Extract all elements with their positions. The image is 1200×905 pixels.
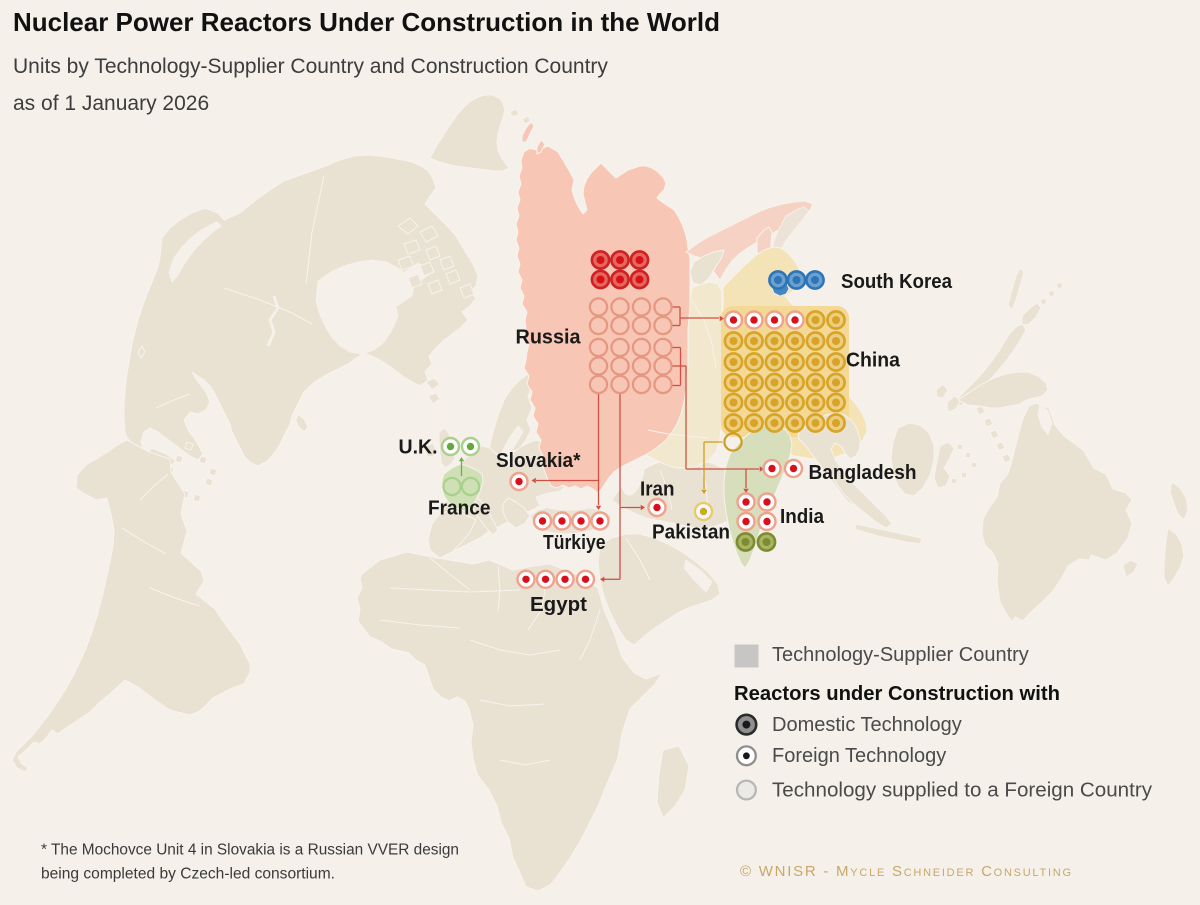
svg-text:Domestic Technology: Domestic Technology — [772, 714, 962, 736]
svg-text:Russia: Russia — [516, 327, 582, 349]
svg-text:South Korea: South Korea — [841, 271, 953, 293]
svg-text:Reactors under Construction wi: Reactors under Construction with — [734, 683, 1060, 705]
svg-text:Foreign Technology: Foreign Technology — [772, 745, 946, 767]
svg-text:Slovakia*: Slovakia* — [496, 450, 581, 472]
svg-text:U.K.: U.K. — [399, 437, 438, 459]
svg-text:* The Mochovce Unit 4 in Slova: * The Mochovce Unit 4 in Slovakia is a R… — [41, 842, 459, 859]
svg-text:Units by Technology-Supplier C: Units by Technology-Supplier Country and… — [13, 55, 608, 78]
svg-text:Nuclear Power Reactors Under C: Nuclear Power Reactors Under Constructio… — [13, 7, 720, 37]
svg-text:Türkiye: Türkiye — [543, 532, 606, 554]
svg-text:France: France — [428, 498, 491, 520]
svg-text:© WNISR - Mycle Schneider Cons: © WNISR - Mycle Schneider Consulting — [740, 863, 1073, 880]
svg-text:Technology-Supplier Country: Technology-Supplier Country — [772, 644, 1029, 666]
svg-text:being completed by Czech-led c: being completed by Czech-led consortium. — [41, 866, 335, 883]
svg-text:Iran: Iran — [640, 479, 675, 501]
svg-text:Bangladesh: Bangladesh — [809, 462, 917, 484]
svg-text:Egypt: Egypt — [530, 594, 587, 616]
svg-text:Pakistan: Pakistan — [652, 522, 730, 544]
svg-text:China: China — [846, 350, 901, 372]
svg-text:India: India — [780, 506, 825, 528]
svg-text:Technology supplied to a Forei: Technology supplied to a Foreign Country — [772, 780, 1152, 802]
svg-text:as of 1 January 2026: as of 1 January 2026 — [13, 92, 209, 115]
